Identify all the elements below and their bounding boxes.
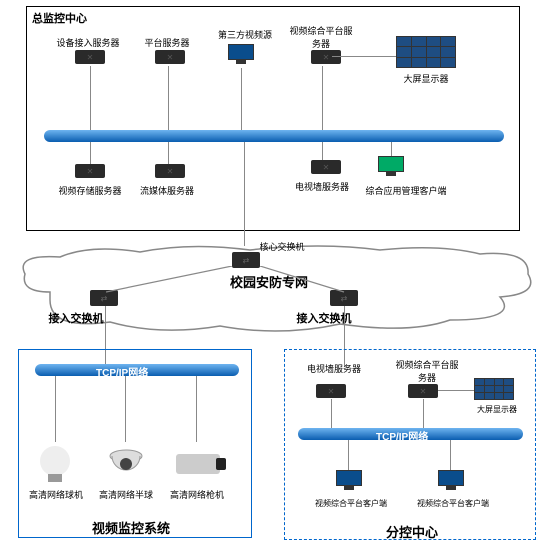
dev-thirdparty — [226, 44, 256, 66]
line — [168, 142, 169, 164]
line — [241, 68, 242, 130]
dev-storage-server — [62, 164, 118, 178]
lbl-access-right: 接入交换机 — [284, 310, 364, 326]
section-left-title: 视频监控系统 — [92, 518, 170, 537]
hline — [332, 56, 396, 57]
dev-right-client2 — [436, 470, 466, 492]
monitor-icon — [376, 156, 406, 178]
dev-right-tvwall-server — [316, 384, 346, 398]
lbl-core-switch: 核心交换机 — [252, 240, 312, 253]
line — [322, 142, 323, 160]
lbl-dome: 高清网络半球 — [96, 488, 156, 501]
video-wall-icon — [474, 378, 514, 400]
monitor-icon — [436, 470, 466, 492]
dev-ptz-camera — [40, 446, 70, 476]
lbl-platform-server: 平台服务器 — [132, 36, 202, 49]
pipe-top — [44, 130, 504, 142]
lbl-video-wall: 大屏显示器 — [396, 72, 456, 85]
bullet-camera-icon — [176, 454, 220, 474]
lbl-storage-server: 视频存储服务器 — [50, 184, 130, 197]
video-wall-icon — [396, 36, 456, 68]
lbl-right-client1: 视频综合平台客户端 — [308, 498, 394, 509]
core-switch-icon — [232, 252, 260, 268]
dev-bullet-camera — [176, 454, 220, 474]
dev-right-client1 — [334, 470, 364, 492]
dev-access-server — [62, 50, 118, 64]
dev-right-platform-server — [408, 384, 438, 398]
dev-video-platform-server — [298, 50, 354, 64]
server-icon — [311, 50, 341, 64]
server-icon — [75, 164, 105, 178]
line — [90, 142, 91, 164]
server-icon — [155, 164, 185, 178]
lbl-video-platform-server: 视频综合平台服务器 — [286, 24, 356, 50]
line — [55, 376, 56, 442]
line — [450, 440, 451, 470]
dev-tvwall-server — [298, 160, 354, 174]
lbl-right-client2: 视频综合平台客户端 — [410, 498, 496, 509]
line — [423, 399, 424, 428]
server-icon — [75, 50, 105, 64]
hline — [438, 390, 474, 391]
line — [168, 66, 169, 130]
line — [348, 440, 349, 470]
lbl-tvwall-server: 电视墙服务器 — [292, 180, 352, 193]
lbl-access-left: 接入交换机 — [36, 310, 116, 326]
line — [196, 376, 197, 442]
line — [260, 266, 350, 296]
dome-camera-icon — [108, 448, 144, 478]
line — [106, 266, 236, 296]
section-top-title: 总监控中心 — [32, 10, 87, 26]
lbl-access-server: 设备接入服务器 — [48, 36, 128, 49]
line — [125, 376, 126, 442]
line — [391, 142, 392, 156]
monitor-icon — [226, 44, 256, 66]
monitor-icon — [334, 470, 364, 492]
line — [331, 399, 332, 428]
lbl-bullet: 高清网络枪机 — [166, 488, 228, 501]
lbl-right-wall: 大屏显示器 — [472, 404, 522, 415]
dev-dome-camera — [108, 448, 144, 478]
lbl-right-tvwall: 电视墙服务器 — [306, 362, 362, 375]
dev-stream-server — [142, 164, 198, 178]
ptz-camera-icon — [40, 446, 70, 476]
line — [322, 66, 323, 130]
server-icon — [316, 384, 346, 398]
dev-client — [376, 156, 406, 178]
line — [90, 66, 91, 130]
section-right-title: 分控中心 — [386, 522, 438, 541]
lbl-stream-server: 流媒体服务器 — [132, 184, 202, 197]
lbl-pipe-left: TCP/IP网络 — [96, 364, 148, 379]
lbl-thirdparty: 第三方视频源 — [210, 28, 280, 41]
server-icon — [311, 160, 341, 174]
line — [244, 142, 245, 246]
server-icon — [155, 50, 185, 64]
lbl-client: 综合应用管理客户端 — [356, 184, 456, 197]
lbl-ptz: 高清网络球机 — [26, 488, 86, 501]
lbl-pipe-right: TCP/IP网络 — [376, 428, 428, 443]
dev-video-wall — [396, 36, 456, 68]
dev-right-wall — [474, 378, 514, 400]
server-icon — [408, 384, 438, 398]
lbl-right-platform: 视频综合平台服务器 — [392, 358, 462, 384]
dev-platform-server — [142, 50, 198, 64]
